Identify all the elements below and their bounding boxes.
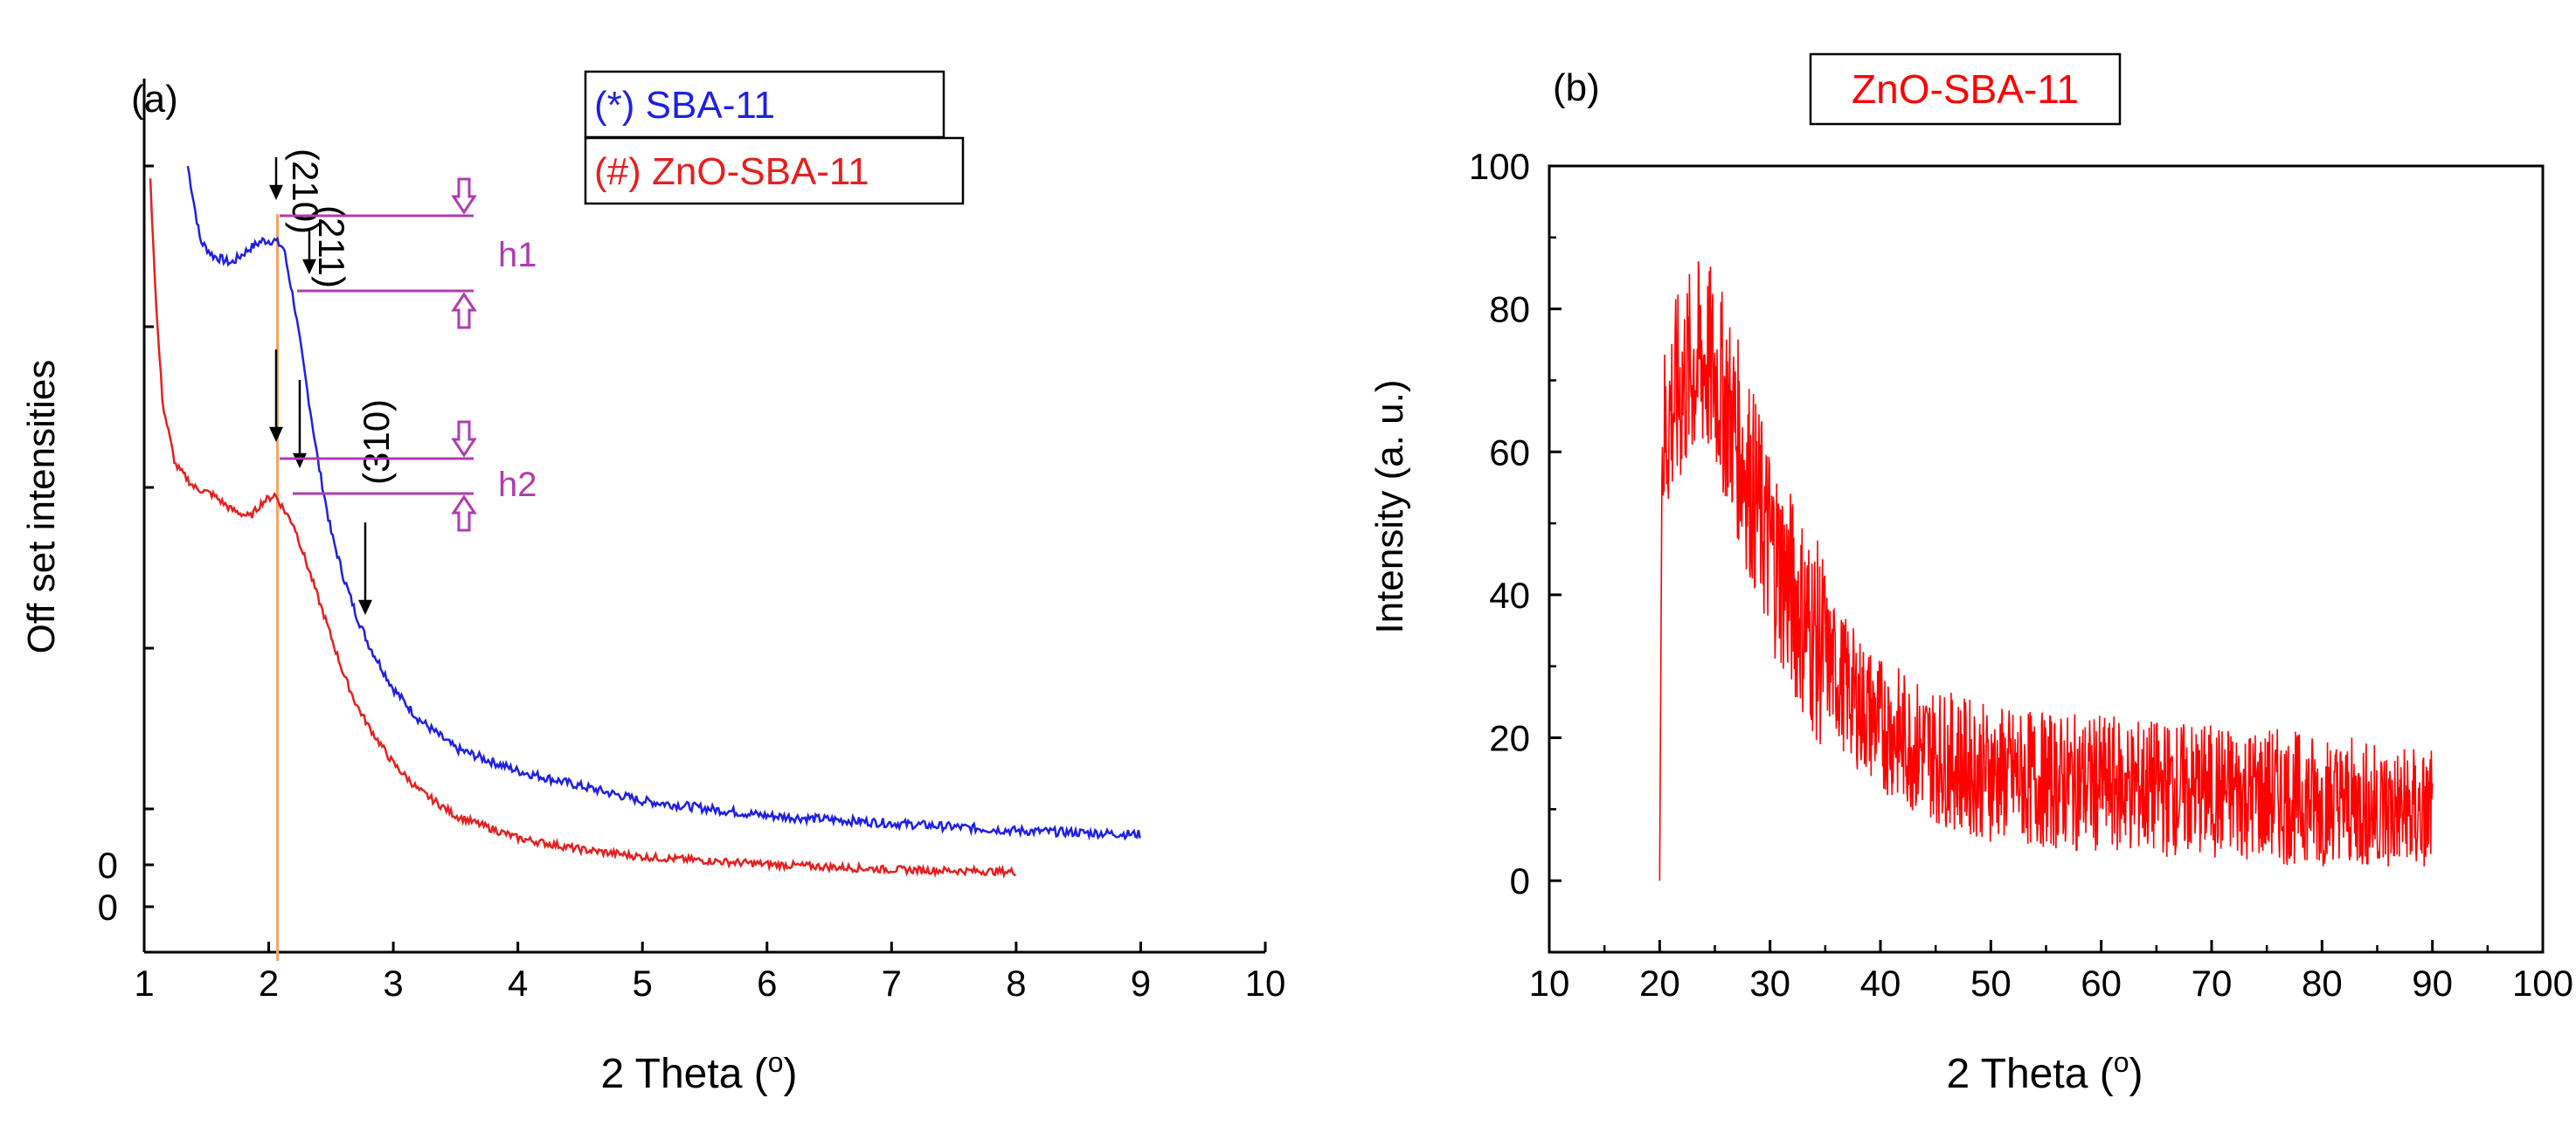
legend-item-zno: (#) ZnO-SBA-11	[594, 150, 869, 193]
h1-label: h1	[498, 236, 537, 274]
panel-a-x-tick-label: 9	[1131, 963, 1151, 1004]
arrow-310	[358, 522, 372, 615]
panel-b: (b) ZnO-SBA-11 Intensity (a. u.) 0 20 40 60…	[1368, 52, 2573, 1097]
h1-top-arrow	[451, 177, 477, 215]
panel-b-x-tick-label: 80	[2302, 963, 2343, 1004]
panel-b-ylabel: Intensity (a. u.)	[1368, 379, 1411, 633]
arrow-210-zno	[269, 349, 283, 442]
panel-b-title-box	[1809, 52, 2122, 126]
panel-a-x-tick-label: 6	[757, 963, 777, 1004]
panel-a-x-tick-label: 5	[633, 963, 653, 1004]
peak-arrows	[269, 157, 372, 615]
panel-b-xlabel: 2 Theta (o)	[1946, 1047, 2143, 1097]
h2-top-arrow	[451, 420, 477, 458]
panel-a-legend: (*) SBA-11 (#) ZnO-SBA-11	[584, 70, 965, 205]
panel-a-xlabel-main: 2 Theta (	[600, 1051, 767, 1097]
legend-item-sba: (*) SBA-11	[594, 84, 775, 127]
legend-box-2	[584, 136, 965, 205]
panel-a-y-ticks	[144, 164, 154, 908]
panel-b-xlabel-main: 2 Theta (	[1946, 1051, 2113, 1097]
panel-b-zno-line	[1658, 261, 2434, 881]
panel-a: (a) Off set intensities 0 0 1 2 3 4 5 6 7 8 9 10 …	[20, 70, 1285, 1097]
panel-a-x-tick-label: 10	[1245, 963, 1286, 1004]
zno-sba-11-line	[149, 178, 1016, 879]
panel-a-x-tick-label: 8	[1006, 963, 1026, 1004]
panel-b-x-tick-label: 90	[2412, 963, 2453, 1004]
panel-b-y-tick-label: 20	[1489, 718, 1530, 759]
panel-a-xlabel: 2 Theta (o)	[600, 1047, 797, 1097]
panel-a-x-tick-label: 2	[259, 963, 279, 1004]
sba-11-line	[186, 165, 1141, 841]
panel-b-y-ticks: 0 20 40 60 80 100	[1469, 146, 1562, 954]
panel-b-x-tick-label: 40	[1860, 963, 1901, 1004]
legend-box-1	[584, 70, 945, 139]
panel-a-x-tick-label: 1	[134, 963, 154, 1004]
arrow-211-sba	[302, 229, 316, 274]
arrow-210-sba	[269, 157, 283, 200]
panel-b-xlabel-end: )	[2129, 1051, 2143, 1097]
panel-b-x-tick-label: 70	[2192, 963, 2233, 1004]
h2-bottom-arrow	[451, 494, 477, 532]
panel-b-title: ZnO-SBA-11	[1852, 66, 2079, 112]
panel-b-y-tick-label: 100	[1469, 146, 1530, 187]
panel-b-x-tick-label: 60	[2081, 963, 2122, 1004]
panel-b-x-ticks: 10 20 30 40 50 60 70 80 90 100	[1529, 940, 2573, 1004]
panel-a-x-tick-label: 7	[882, 963, 902, 1004]
panel-b-x-tick-label: 20	[1639, 963, 1680, 1004]
arrow-211-zno	[293, 380, 307, 468]
panel-a-ylabel: Off set intensities	[20, 360, 63, 654]
peak-label-211: (211)	[311, 205, 352, 288]
panel-b-x-tick-label: 100	[2512, 963, 2573, 1004]
peak-label-210: (210)	[285, 149, 326, 234]
panel-b-y-tick-label: 60	[1489, 432, 1530, 473]
peak-label-310: (310)	[356, 399, 397, 485]
panel-a-zero-label-bottom: 0	[98, 887, 118, 928]
panel-a-label: (a)	[131, 78, 178, 121]
panel-a-xlabel-end: )	[784, 1051, 798, 1097]
panel-a-x-tick-label: 4	[508, 963, 528, 1004]
h1-bottom-arrow	[451, 292, 477, 329]
panel-b-xlabel-sup: o	[2114, 1047, 2129, 1078]
panel-a-x-ticks: 1 2 3 4 5 6 7 8 9 10	[134, 942, 1285, 1004]
panel-a-xlabel-sup: o	[768, 1047, 784, 1078]
panel-b-x-tick-label: 30	[1749, 963, 1790, 1004]
panel-b-x-tick-label: 10	[1529, 963, 1570, 1004]
panel-a-zero-label-top: 0	[98, 845, 118, 886]
panel-a-x-tick-label: 3	[383, 963, 403, 1004]
h-markers	[280, 177, 477, 532]
panel-b-y-tick-label: 40	[1489, 575, 1530, 616]
panel-b-x-tick-label: 50	[1970, 963, 2012, 1004]
panel-b-y-tick-label: 80	[1489, 289, 1530, 330]
panel-b-label: (b)	[1553, 66, 1600, 109]
panel-b-y-tick-label: 0	[1510, 860, 1530, 901]
h2-label: h2	[498, 466, 537, 504]
